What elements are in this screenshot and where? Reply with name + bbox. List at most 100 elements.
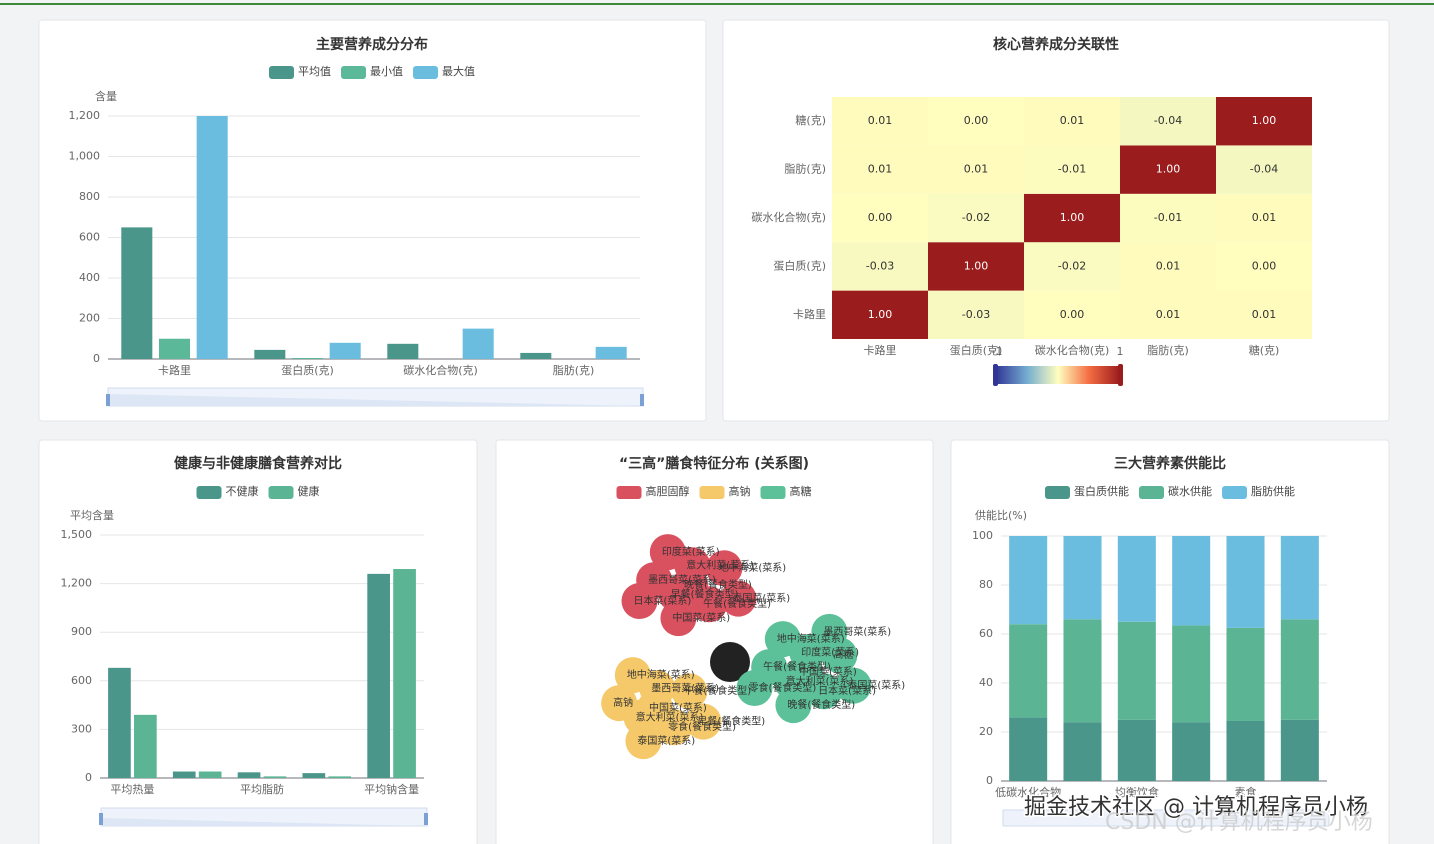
node[interactable] (625, 723, 662, 760)
node[interactable] (806, 673, 843, 710)
bar (367, 573, 390, 778)
node[interactable] (706, 550, 743, 587)
bar (172, 771, 196, 778)
heatmap-cell (928, 97, 1024, 146)
node[interactable] (660, 600, 697, 637)
legend-swatch (413, 66, 438, 79)
node-label: 泰国菜(菜系) (637, 734, 695, 747)
node[interactable] (775, 687, 812, 724)
node-label: 高糖 (833, 648, 853, 661)
node-label: 地中海菜(菜系) (718, 561, 786, 574)
cell-label: 0.00 (1060, 308, 1085, 321)
visual-map (996, 366, 1120, 384)
bar-segment (1172, 625, 1211, 723)
cell-label: 0.00 (868, 211, 893, 224)
visual-map-handle[interactable] (993, 364, 998, 386)
zoom-handle[interactable] (424, 813, 428, 825)
cell-label: 0.01 (1156, 308, 1181, 321)
node[interactable] (720, 580, 757, 617)
bar-segment (1280, 719, 1319, 781)
bar-segment (1280, 619, 1319, 720)
bar-segment (1226, 627, 1265, 721)
bar-segment (1009, 624, 1048, 718)
bar (121, 227, 153, 359)
axis-name: 供能比(%) (975, 508, 1027, 522)
cell-label: 1.00 (1156, 163, 1181, 176)
heatmap-cell (832, 97, 928, 146)
legend-label: 健康 (298, 484, 320, 498)
cell-label: 0.01 (1156, 259, 1181, 272)
y-tick-label: 脂肪(克) (784, 162, 826, 176)
legend-swatch (269, 66, 294, 79)
node-label: 晚餐(餐食类型) (684, 578, 752, 591)
x-tick-label: 蛋白质(克) (281, 363, 334, 377)
axis-name: 平均含量 (70, 508, 114, 522)
visual-map-label: 1 (1117, 345, 1124, 358)
cell-label: 1.00 (1252, 114, 1277, 127)
cell-label: -0.04 (1154, 114, 1182, 127)
node[interactable] (656, 709, 693, 746)
legend-label: 蛋白质供能 (1074, 484, 1129, 498)
node-label: 印度菜(菜系) (801, 645, 859, 658)
node[interactable] (601, 685, 638, 722)
zoom-handle[interactable] (99, 813, 103, 825)
bar (263, 776, 287, 778)
y-tick-label: 0 (85, 771, 92, 784)
watermark: CSDN @计算机程序员小杨 (1105, 810, 1373, 835)
cell-label: 0.01 (1252, 308, 1277, 321)
zoom-handle[interactable] (106, 394, 110, 406)
y-tick-label: 600 (79, 231, 100, 244)
x-tick-label: 均衡饮食 (1115, 785, 1159, 799)
bar-segment (1009, 717, 1048, 781)
bar-segment (1009, 536, 1048, 625)
y-tick-label: 300 (71, 722, 92, 735)
node-label: 泰国菜(菜系) (732, 592, 790, 605)
chart-title: 三大营养素供能比 (1114, 455, 1226, 472)
legend-label: 不健康 (226, 484, 259, 498)
node[interactable] (621, 583, 658, 620)
cell-label: -0.02 (962, 211, 990, 224)
heatmap-cell (1216, 193, 1312, 243)
heatmap-cell (1024, 193, 1120, 243)
node[interactable] (736, 670, 773, 707)
node-label: 午餐(餐食类型) (683, 684, 751, 697)
legend-label: 高钠 (729, 484, 751, 498)
node[interactable] (811, 613, 848, 650)
node[interactable] (649, 534, 686, 571)
x-tick-label: 碳水化合物(克) (1035, 343, 1110, 357)
visual-map-label: -1 (992, 345, 1003, 358)
y-tick-label: 100 (972, 529, 993, 542)
node-label: 日本菜(菜系) (818, 684, 876, 697)
bar-segment (1063, 536, 1102, 620)
node[interactable] (691, 586, 728, 623)
data-zoom[interactable] (1002, 809, 1330, 827)
x-tick-label: 脂肪(克) (1147, 343, 1189, 357)
zoom-handle[interactable] (640, 394, 644, 406)
y-tick-label: 200 (79, 312, 100, 325)
node[interactable] (685, 703, 722, 740)
bar (198, 771, 222, 778)
legend-swatch (341, 66, 366, 79)
bar (595, 346, 627, 359)
y-tick-label: 20 (979, 725, 993, 738)
x-tick-label: 碳水化合物(克) (403, 363, 478, 377)
heatmap-cell (928, 145, 1024, 194)
data-zoom[interactable] (106, 387, 644, 407)
node[interactable] (614, 657, 651, 694)
bar (134, 714, 157, 778)
x-tick-label: 平均脂肪 (240, 782, 284, 796)
node[interactable] (835, 667, 872, 704)
visual-map-handle[interactable] (1118, 364, 1123, 386)
data-zoom[interactable] (99, 807, 428, 827)
card (38, 19, 707, 422)
y-tick-label: 60 (979, 627, 993, 640)
node[interactable] (671, 673, 708, 710)
y-tick-label: 1,200 (69, 109, 101, 122)
y-tick-label: 800 (79, 190, 100, 203)
y-tick-label: 碳水化合物(克) (751, 210, 826, 224)
legend-swatch (268, 486, 294, 499)
node[interactable] (764, 621, 801, 658)
node-label: 墨西哥菜(菜系) (823, 626, 891, 638)
legend-swatch (760, 486, 786, 499)
